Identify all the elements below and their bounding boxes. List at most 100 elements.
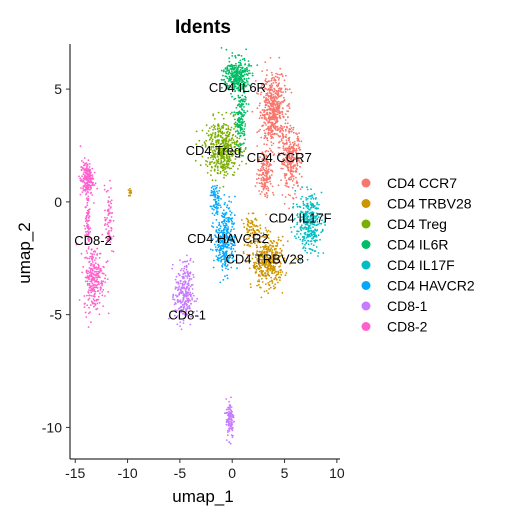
data-point xyxy=(82,185,85,188)
data-point xyxy=(237,120,240,123)
data-point xyxy=(225,72,228,75)
data-point xyxy=(91,271,93,274)
data-point xyxy=(307,243,310,246)
data-point xyxy=(292,131,295,134)
data-point xyxy=(271,185,274,188)
data-point xyxy=(107,200,110,202)
data-point xyxy=(294,193,296,195)
data-point xyxy=(277,100,280,103)
data-point xyxy=(248,267,251,270)
data-point xyxy=(85,173,88,176)
data-point xyxy=(268,175,271,178)
data-point xyxy=(243,83,246,86)
data-point xyxy=(271,84,274,87)
data-point xyxy=(242,134,245,137)
data-point xyxy=(240,55,243,57)
data-point xyxy=(90,291,93,294)
data-point xyxy=(268,108,271,110)
data-point xyxy=(255,268,258,271)
data-point xyxy=(208,233,211,236)
data-point xyxy=(224,143,226,146)
data-point xyxy=(309,201,312,204)
data-point xyxy=(295,182,298,184)
data-point xyxy=(222,279,225,281)
data-point xyxy=(236,144,239,147)
data-point xyxy=(101,233,104,236)
data-point xyxy=(249,254,251,257)
data-point xyxy=(265,188,268,190)
data-point xyxy=(188,304,191,307)
data-point xyxy=(220,47,223,49)
data-point xyxy=(226,274,229,277)
data-point xyxy=(99,288,102,291)
data-point xyxy=(239,75,242,77)
data-point xyxy=(261,173,264,176)
data-point xyxy=(299,233,302,235)
data-point xyxy=(261,185,264,188)
data-point xyxy=(295,149,298,152)
data-point xyxy=(290,231,293,233)
data-point xyxy=(228,441,231,443)
data-point xyxy=(259,111,262,113)
data-point xyxy=(218,189,221,192)
data-point xyxy=(256,250,259,253)
data-point xyxy=(273,76,275,79)
data-point xyxy=(228,414,230,417)
data-point xyxy=(270,71,273,74)
data-point xyxy=(110,229,113,232)
data-point xyxy=(216,165,219,168)
data-point xyxy=(212,113,215,116)
data-point xyxy=(233,64,236,67)
data-point xyxy=(222,231,224,234)
data-point xyxy=(264,266,267,268)
data-point xyxy=(86,190,89,193)
data-point xyxy=(230,424,233,427)
data-point xyxy=(273,160,276,163)
data-point xyxy=(313,205,316,208)
data-point xyxy=(271,102,274,104)
data-point xyxy=(259,258,261,261)
data-point xyxy=(260,177,263,180)
data-point xyxy=(315,207,318,209)
data-point xyxy=(267,125,270,128)
data-point xyxy=(281,75,284,78)
data-point xyxy=(104,281,107,283)
data-point xyxy=(230,406,233,408)
data-point xyxy=(109,220,112,222)
data-point xyxy=(102,280,104,283)
data-point xyxy=(224,267,227,270)
data-point xyxy=(93,305,95,308)
data-point xyxy=(234,118,236,121)
data-point xyxy=(89,311,91,313)
data-point xyxy=(245,217,248,220)
data-point xyxy=(216,147,219,150)
data-point xyxy=(228,200,231,203)
data-point xyxy=(106,217,108,219)
data-point xyxy=(260,91,263,94)
data-point xyxy=(215,255,218,257)
data-point xyxy=(251,223,254,226)
data-point xyxy=(244,111,247,114)
data-point xyxy=(219,238,221,241)
data-point xyxy=(234,113,237,116)
data-point xyxy=(179,279,182,282)
data-point xyxy=(302,207,305,210)
data-point xyxy=(214,164,217,167)
data-point xyxy=(231,436,234,439)
data-point xyxy=(254,242,256,245)
data-point xyxy=(185,309,187,312)
data-point xyxy=(265,259,267,262)
data-point xyxy=(269,269,272,272)
data-point xyxy=(298,146,301,149)
legend-swatch xyxy=(361,199,371,208)
data-point xyxy=(261,183,264,186)
data-point xyxy=(198,139,201,142)
data-point xyxy=(99,286,102,289)
data-point xyxy=(293,184,295,186)
data-point xyxy=(240,113,243,116)
data-point xyxy=(223,145,226,148)
data-point xyxy=(299,206,302,209)
data-point xyxy=(219,163,222,165)
data-point xyxy=(238,97,241,99)
data-point xyxy=(218,224,220,227)
